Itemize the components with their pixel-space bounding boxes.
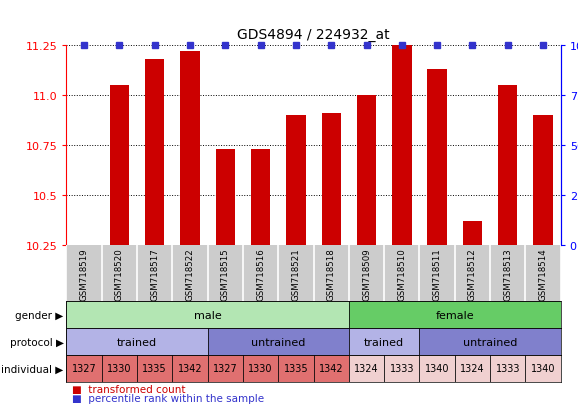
Bar — [525, 355, 561, 382]
Bar — [110, 85, 129, 246]
Text: GSM718522: GSM718522 — [186, 247, 195, 300]
Bar — [420, 355, 455, 382]
Text: GSM718513: GSM718513 — [503, 247, 512, 300]
Text: GSM718509: GSM718509 — [362, 247, 371, 300]
Text: male: male — [194, 310, 221, 320]
Bar — [216, 150, 235, 246]
Bar — [278, 355, 313, 382]
Bar — [463, 222, 482, 246]
Text: trained: trained — [364, 337, 404, 347]
Text: GSM718511: GSM718511 — [432, 247, 442, 300]
Text: 1330: 1330 — [107, 363, 132, 374]
Text: protocol ▶: protocol ▶ — [10, 337, 64, 347]
Bar — [286, 116, 306, 246]
Bar — [137, 355, 172, 382]
Bar — [145, 59, 164, 246]
Text: 1333: 1333 — [390, 363, 414, 374]
Text: GSM718521: GSM718521 — [291, 247, 301, 300]
Bar — [66, 301, 349, 328]
Bar — [66, 355, 102, 382]
Bar — [498, 85, 517, 246]
Bar — [180, 52, 200, 246]
Text: 1327: 1327 — [213, 363, 238, 374]
Text: GSM718518: GSM718518 — [327, 247, 336, 300]
Text: gender ▶: gender ▶ — [16, 310, 64, 320]
Text: 1340: 1340 — [425, 363, 449, 374]
Text: 1333: 1333 — [495, 363, 520, 374]
Text: female: female — [435, 310, 474, 320]
Bar — [208, 355, 243, 382]
Text: GSM718510: GSM718510 — [397, 247, 406, 300]
Text: GSM718515: GSM718515 — [221, 247, 230, 300]
Bar — [427, 69, 447, 246]
Bar — [321, 114, 341, 246]
Text: GSM718520: GSM718520 — [115, 247, 124, 300]
Text: GSM718514: GSM718514 — [539, 247, 547, 300]
Text: 1335: 1335 — [284, 363, 308, 374]
Bar — [66, 328, 208, 355]
Text: 1330: 1330 — [249, 363, 273, 374]
Text: 1327: 1327 — [72, 363, 97, 374]
Text: trained: trained — [117, 337, 157, 347]
Bar — [349, 301, 561, 328]
Title: GDS4894 / 224932_at: GDS4894 / 224932_at — [237, 28, 390, 42]
Text: GSM718516: GSM718516 — [256, 247, 265, 300]
Bar — [349, 355, 384, 382]
Bar — [533, 116, 553, 246]
Text: untrained: untrained — [463, 337, 517, 347]
Bar — [102, 355, 137, 382]
Text: individual ▶: individual ▶ — [1, 363, 64, 374]
Text: untrained: untrained — [251, 337, 305, 347]
Bar — [392, 45, 412, 246]
Bar — [208, 328, 349, 355]
Bar — [313, 355, 349, 382]
Bar — [251, 150, 271, 246]
Bar — [243, 355, 278, 382]
Bar — [357, 95, 376, 246]
Text: 1335: 1335 — [142, 363, 167, 374]
Text: 1340: 1340 — [531, 363, 555, 374]
Bar — [490, 355, 525, 382]
Text: ■  percentile rank within the sample: ■ percentile rank within the sample — [72, 394, 264, 404]
Text: GSM718512: GSM718512 — [468, 247, 477, 300]
Bar — [172, 355, 208, 382]
Bar — [455, 355, 490, 382]
Bar — [349, 328, 420, 355]
Text: ■  transformed count: ■ transformed count — [72, 385, 186, 394]
Text: 1324: 1324 — [460, 363, 485, 374]
Bar — [384, 355, 420, 382]
Text: 1342: 1342 — [177, 363, 202, 374]
Text: 1342: 1342 — [319, 363, 343, 374]
Bar — [420, 328, 561, 355]
Text: 1324: 1324 — [354, 363, 379, 374]
Text: GSM718519: GSM718519 — [80, 247, 88, 300]
Text: GSM718517: GSM718517 — [150, 247, 159, 300]
